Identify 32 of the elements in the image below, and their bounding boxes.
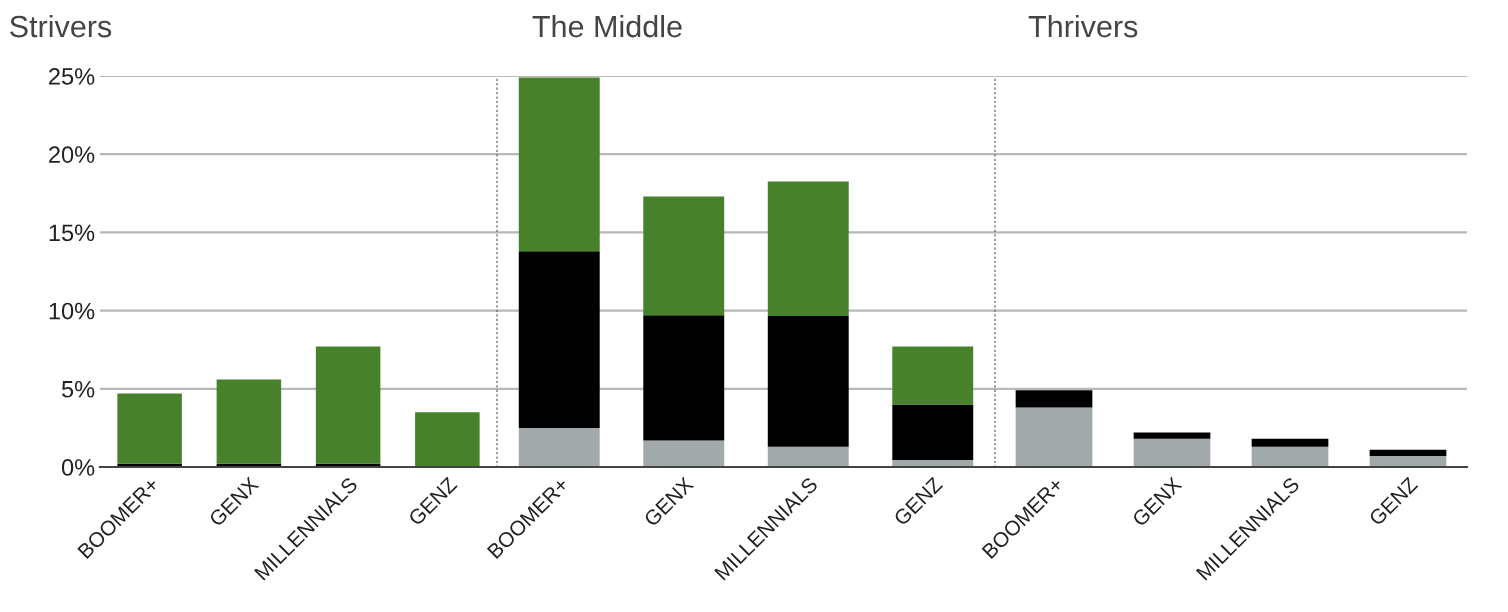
bar [892,404,974,460]
bar [767,446,849,467]
y-tick-label: 15% [49,224,95,242]
bar [892,346,974,405]
chart-title: Thrivers [1028,14,1138,38]
chart-title: The Middle [532,14,682,38]
y-tick-label: 0% [61,459,95,476]
bar [518,77,600,252]
y-tick-label: 10% [49,302,95,320]
bar [1133,432,1211,439]
bar [643,440,725,467]
bar [315,346,381,464]
bar [117,393,182,464]
bar [1251,438,1329,447]
bar [767,181,849,317]
bar [216,379,282,464]
bar [518,251,600,428]
bar [1133,438,1211,467]
y-tick-label: 5% [61,380,95,398]
bar [518,427,600,467]
bar [1369,449,1447,457]
bar [1251,446,1329,467]
chart-title: Strivers [10,14,112,38]
bar [1015,390,1093,408]
y-tick-label: 25% [49,68,95,85]
bar [767,316,849,447]
y-tick-label: 20% [49,146,95,163]
bar [643,196,725,316]
bar [1015,407,1093,467]
bar [415,412,480,467]
bar [1369,456,1447,467]
bar [643,315,725,441]
